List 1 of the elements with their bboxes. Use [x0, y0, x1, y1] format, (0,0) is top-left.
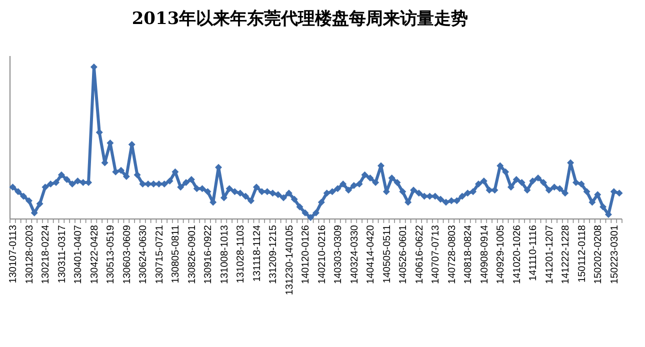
title: 2013年以来年东莞代理楼盘每周来访量走势 — [132, 9, 468, 29]
